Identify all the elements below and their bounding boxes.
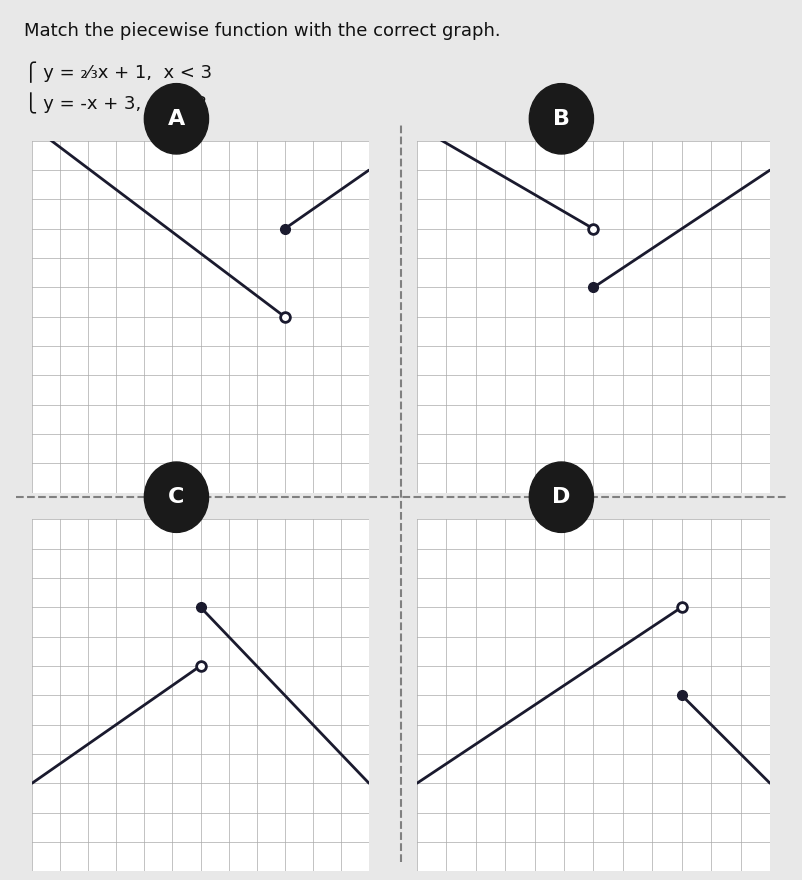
Text: B: B — [553, 109, 570, 128]
Text: A: A — [168, 109, 185, 128]
Text: C: C — [168, 488, 184, 507]
Text: Match the piecewise function with the correct graph.: Match the piecewise function with the co… — [24, 22, 500, 40]
Text: ⎩ y = -x + 3,   x ≥ 3: ⎩ y = -x + 3, x ≥ 3 — [24, 92, 207, 114]
Text: ⎧ y = ₂⁄₃x + 1,  x < 3: ⎧ y = ₂⁄₃x + 1, x < 3 — [24, 62, 213, 83]
Text: D: D — [553, 488, 570, 507]
